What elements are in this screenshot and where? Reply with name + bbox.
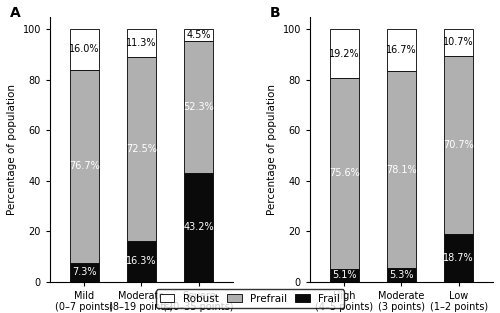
Text: 11.3%: 11.3% [126,38,156,48]
Bar [184,41,213,173]
Bar [127,58,156,241]
Text: 16.0%: 16.0% [69,44,100,54]
Bar [330,29,358,78]
Text: 5.3%: 5.3% [389,270,413,280]
Bar [330,269,358,282]
Bar [70,69,98,263]
Text: 5.1%: 5.1% [332,270,356,280]
Bar [70,29,98,69]
Bar [444,234,473,282]
Text: 43.2%: 43.2% [184,222,214,232]
Text: 10.7%: 10.7% [444,38,474,48]
Bar [444,29,473,56]
Text: 4.5%: 4.5% [186,30,211,40]
Text: 52.3%: 52.3% [184,102,214,112]
Bar [444,56,473,234]
Bar [184,173,213,282]
Legend: Robust, Prefrail, Frail: Robust, Prefrail, Frail [156,290,344,308]
Text: 18.7%: 18.7% [444,253,474,263]
Text: 70.7%: 70.7% [444,140,474,150]
Text: 16.7%: 16.7% [386,45,417,55]
Bar [387,71,416,268]
Bar [184,29,213,41]
Text: 72.5%: 72.5% [126,144,157,154]
Text: 16.3%: 16.3% [126,256,156,266]
Bar [330,78,358,269]
Text: B: B [270,6,280,20]
Text: 78.1%: 78.1% [386,165,417,175]
Y-axis label: Percentage of population: Percentage of population [267,84,277,215]
Text: 75.6%: 75.6% [329,168,360,178]
Bar [127,29,156,58]
Y-axis label: Percentage of population: Percentage of population [7,84,17,215]
Text: 19.2%: 19.2% [329,49,360,59]
Text: A: A [10,6,20,20]
Text: 7.3%: 7.3% [72,268,96,278]
Bar [127,241,156,282]
Text: 76.7%: 76.7% [69,162,100,172]
Bar [70,263,98,282]
Bar [387,268,416,282]
Bar [387,29,416,71]
